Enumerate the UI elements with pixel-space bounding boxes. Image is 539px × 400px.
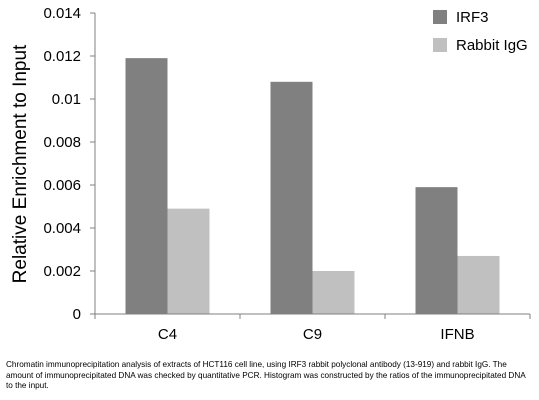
legend-label: IRF3 — [456, 9, 489, 26]
x-category-label: IFNB — [440, 326, 474, 343]
bar-rabbit-igg-c9 — [312, 271, 355, 314]
x-category-label: C4 — [158, 326, 177, 343]
y-tick-label: 0.014 — [43, 5, 81, 22]
y-tick-label: 0.006 — [43, 177, 81, 194]
y-tick-label: 0 — [73, 306, 81, 323]
legend-label: Rabbit IgG — [456, 37, 528, 54]
y-axis-label: Relative Enrichment to Input — [10, 44, 31, 283]
legend: IRF3 Rabbit IgG — [433, 9, 528, 54]
y-axis: 0 0.002 0.004 0.006 0.008 0.01 0.012 0.014 — [43, 5, 96, 323]
bars — [125, 58, 500, 315]
y-tick-label: 0.01 — [52, 91, 81, 108]
x-axis: C4 C9 IFNB — [94, 313, 531, 343]
figure-caption: Chromatin immunoprecipitation analysis o… — [6, 360, 526, 390]
legend-swatch — [433, 10, 447, 24]
y-tick-label: 0.004 — [43, 220, 81, 237]
bar-irf3-c9 — [270, 81, 313, 314]
bar-irf3-c4 — [125, 58, 168, 315]
y-tick-label: 0.002 — [43, 263, 81, 280]
y-tick-label: 0.008 — [43, 134, 81, 151]
legend-swatch — [433, 38, 447, 52]
y-tick-label: 0.012 — [43, 48, 81, 65]
bar-rabbit-igg-ifnb — [457, 255, 500, 314]
x-category-label: C9 — [303, 326, 322, 343]
bar-chart: 0 0.002 0.004 0.006 0.008 0.01 0.012 0.014 C4 C9… — [10, 5, 531, 343]
bar-rabbit-igg-c4 — [167, 208, 210, 314]
bar-irf3-ifnb — [415, 187, 458, 314]
